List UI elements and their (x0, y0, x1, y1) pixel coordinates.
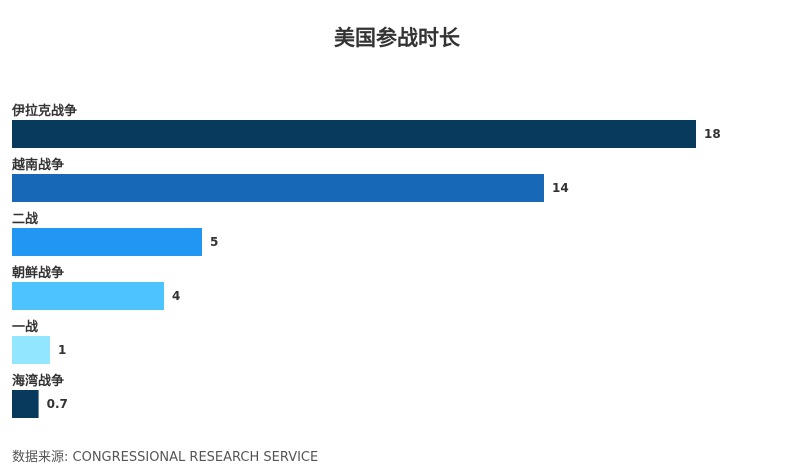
bar (12, 174, 544, 202)
category-label: 二战 (12, 211, 38, 227)
bars-group: 伊拉克战争 18 越南战争 14 二战 5 朝鲜战争 4 一战 1 海湾战争 0.7 (11, 103, 721, 418)
chart-title: 美国参战时长 (334, 26, 461, 50)
category-label: 伊拉克战争 (11, 103, 77, 119)
category-label: 越南战争 (11, 157, 64, 173)
category-label: 海湾战争 (12, 373, 64, 389)
value-label: 0.7 (47, 397, 68, 411)
value-label: 18 (704, 127, 721, 141)
value-label: 5 (210, 235, 218, 249)
source-note: 数据来源: CONGRESSIONAL RESEARCH SERVICE (12, 450, 319, 465)
bar (12, 120, 696, 148)
bar (12, 228, 202, 256)
value-label: 14 (552, 181, 569, 195)
bar (12, 336, 50, 364)
bar (12, 282, 164, 310)
category-label: 朝鲜战争 (12, 265, 64, 281)
bar (12, 390, 39, 418)
category-label: 一战 (12, 319, 38, 335)
value-label: 1 (58, 343, 66, 357)
value-label: 4 (172, 289, 180, 303)
